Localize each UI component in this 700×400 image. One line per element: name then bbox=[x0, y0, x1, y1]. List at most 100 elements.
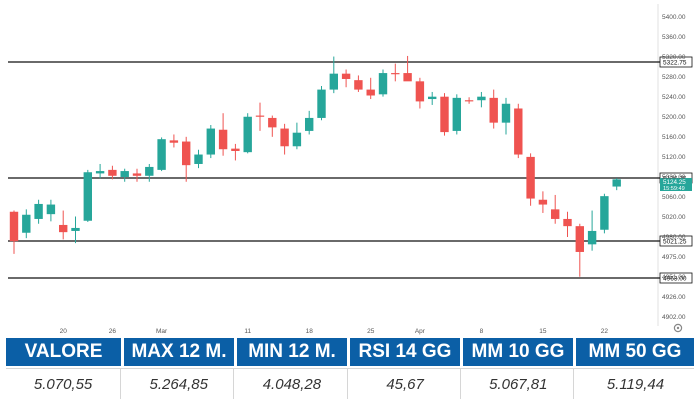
candle-body bbox=[34, 203, 43, 219]
time-axis: 20 26 Mar 11 18 25 Apr 8 15 22 bbox=[60, 328, 609, 335]
candle-body bbox=[145, 166, 154, 176]
candle-body bbox=[182, 141, 191, 166]
y-tick-label: 5120.00 bbox=[662, 154, 686, 161]
candle-down bbox=[391, 63, 400, 82]
candle-down bbox=[415, 77, 425, 109]
candle-body bbox=[108, 169, 117, 176]
candle-body bbox=[280, 128, 289, 147]
x-tick-label: 18 bbox=[306, 328, 314, 335]
candle-body bbox=[157, 139, 166, 170]
candle-up bbox=[206, 125, 215, 159]
stat-header-rsi: RSI 14 GG bbox=[350, 338, 460, 366]
y-tick-label: 4902.00 bbox=[662, 314, 686, 321]
y-tick-label: 5020.00 bbox=[662, 214, 686, 221]
candle-up bbox=[34, 199, 43, 224]
level-label: 5021.25 bbox=[663, 239, 687, 246]
candle-body bbox=[59, 224, 68, 233]
candle-body bbox=[9, 211, 19, 242]
candles bbox=[9, 55, 621, 277]
x-tick-label: 15 bbox=[539, 328, 547, 335]
candle-down bbox=[366, 77, 375, 100]
candle-body bbox=[22, 214, 31, 233]
candle-body bbox=[551, 209, 560, 219]
candle-up bbox=[329, 56, 338, 94]
stat-header-min: MIN 12 M. bbox=[237, 338, 347, 366]
stat-value-rsi: 45,67 bbox=[351, 369, 461, 399]
gear-icon[interactable] bbox=[673, 323, 683, 333]
candle-up bbox=[305, 110, 314, 135]
stats-header-row: VALORE MAX 12 M. MIN 12 M. RSI 14 GG MM … bbox=[6, 338, 694, 366]
stat-header-mm50: MM 50 GG bbox=[576, 338, 694, 366]
last-price-label: 5124.25 bbox=[663, 179, 686, 186]
candle-up bbox=[600, 193, 609, 234]
candle-body bbox=[46, 204, 56, 215]
candle-body bbox=[71, 227, 80, 231]
last-price-time: 15:59:49 bbox=[663, 186, 685, 192]
candle-body bbox=[526, 156, 535, 199]
y-tick-label: 5160.00 bbox=[662, 134, 686, 141]
candle-up bbox=[587, 210, 597, 251]
candle-body bbox=[415, 81, 425, 102]
candle-body bbox=[477, 96, 486, 101]
candle-down bbox=[108, 165, 117, 180]
stat-value-min: 4.048,28 bbox=[237, 369, 348, 399]
candle-down bbox=[9, 210, 19, 254]
candle-up bbox=[46, 199, 56, 222]
y-tick-label: 5320.00 bbox=[662, 54, 686, 61]
level-label: 4963.00 bbox=[663, 276, 687, 283]
candle-body bbox=[120, 171, 129, 177]
candle-down bbox=[575, 223, 584, 277]
x-tick-label: 11 bbox=[244, 328, 251, 335]
candle-body bbox=[366, 89, 375, 96]
x-tick-label: 26 bbox=[109, 328, 117, 335]
candle-body bbox=[268, 117, 277, 128]
y-tick-label: 4951.00 bbox=[662, 274, 686, 281]
candle-body bbox=[354, 80, 363, 90]
stats-value-row: 5.070,55 5.264,85 4.048,28 45,67 5.067,8… bbox=[6, 368, 694, 399]
level-label: 5322.75 bbox=[663, 60, 687, 67]
y-tick-label: 5360.00 bbox=[662, 34, 686, 41]
y-tick-label: 4980.00 bbox=[662, 234, 686, 241]
candle-down bbox=[403, 55, 412, 82]
stat-header-mm10: MM 10 GG bbox=[463, 338, 573, 366]
candle-body bbox=[575, 226, 584, 252]
candle-body bbox=[218, 129, 228, 150]
candle-body bbox=[341, 73, 351, 79]
candle-body bbox=[194, 154, 203, 164]
candle-up bbox=[317, 86, 326, 121]
candle-body bbox=[428, 96, 437, 100]
chart-background bbox=[0, 0, 700, 338]
candle-down bbox=[440, 93, 449, 136]
candle-body bbox=[391, 73, 400, 75]
stat-value-valore: 5.070,55 bbox=[6, 369, 122, 399]
candle-up bbox=[157, 137, 166, 172]
candle-down bbox=[280, 123, 289, 155]
candle-down bbox=[489, 89, 498, 129]
candle-body bbox=[563, 218, 572, 227]
candle-body bbox=[132, 173, 142, 176]
y-tick-label: 5200.00 bbox=[662, 114, 686, 121]
candle-body bbox=[464, 100, 474, 102]
stat-header-valore: VALORE bbox=[6, 338, 121, 366]
y-tick-label: 5060.00 bbox=[662, 194, 686, 201]
candle-up bbox=[22, 209, 31, 239]
x-tick-label: 8 bbox=[480, 328, 484, 335]
candle-body bbox=[83, 172, 92, 221]
candle-body bbox=[329, 73, 338, 90]
candle-body bbox=[452, 97, 461, 131]
candle-up bbox=[120, 168, 129, 182]
y-tick-label: 4975.00 bbox=[662, 254, 686, 261]
candle-body bbox=[378, 73, 388, 95]
x-tick-label: 25 bbox=[367, 328, 375, 335]
horizontal-levels: 5322.755126.255021.254963.005124.2515:59… bbox=[8, 56, 693, 284]
candle-up bbox=[145, 163, 154, 182]
candle-down bbox=[551, 194, 560, 224]
level-label-box bbox=[659, 235, 693, 247]
y-tick-label: 4926.00 bbox=[662, 294, 686, 301]
candle-up bbox=[612, 178, 621, 191]
candle-up bbox=[378, 69, 388, 97]
y-tick-label: 5080.00 bbox=[662, 174, 686, 181]
candle-body bbox=[587, 230, 597, 245]
candle-up bbox=[95, 163, 105, 179]
candle-body bbox=[243, 116, 252, 153]
